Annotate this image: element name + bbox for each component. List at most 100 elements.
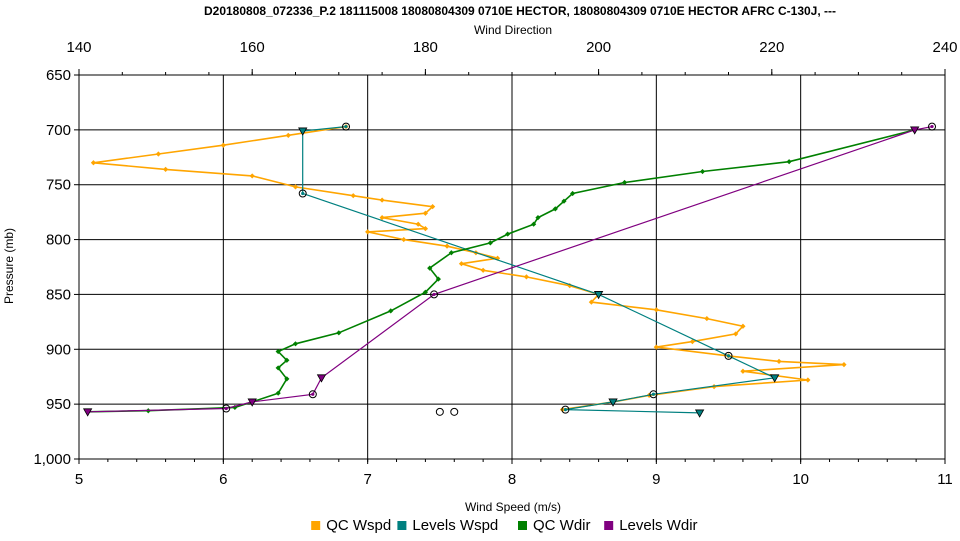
data-point-circle <box>649 390 658 399</box>
data-point <box>561 198 567 204</box>
legend-label: Levels Wdir <box>619 517 697 534</box>
bottom-axis-title: Wind Speed (m/s) <box>465 500 561 514</box>
data-point <box>422 210 428 216</box>
data-point <box>220 142 226 148</box>
data-point <box>653 307 659 313</box>
data-point-dot <box>344 124 348 129</box>
legend-swatch <box>604 521 614 530</box>
data-point-circle <box>222 404 231 413</box>
data-point-triangle <box>769 374 780 383</box>
data-point-dot <box>651 392 656 396</box>
y-tick-label: 700 <box>46 122 71 139</box>
x-tick-label: 9 <box>652 471 660 488</box>
series-levels-wdir <box>82 122 937 417</box>
data-point <box>379 215 385 221</box>
data-point <box>275 390 281 396</box>
y-tick-label: 900 <box>46 341 71 358</box>
y-tick-label: 950 <box>46 396 71 413</box>
data-point <box>494 255 501 261</box>
x2-tick-label: 220 <box>759 39 784 56</box>
data-point-circle <box>928 122 937 131</box>
data-point <box>379 197 385 203</box>
data-point <box>786 159 792 165</box>
data-point <box>570 190 576 197</box>
data-point <box>435 276 441 282</box>
data-point <box>427 265 433 271</box>
data-point-triangle <box>82 408 93 417</box>
legend: QC Wspd Levels Wspd QC Wdir Levels Wdir <box>311 517 698 534</box>
data-point-triangle <box>910 126 920 135</box>
y-tick-label: 650 <box>46 67 71 84</box>
y-tick-label: 750 <box>46 177 71 194</box>
legend-swatch <box>397 521 407 530</box>
data-point <box>458 261 465 267</box>
extra-marker <box>435 407 444 416</box>
legend-label: QC Wdir <box>533 517 591 534</box>
series-line <box>302 126 777 414</box>
left-axis-title: Pressure (mb) <box>2 228 16 304</box>
data-point-circle <box>561 405 570 414</box>
x2-tick-label: 200 <box>586 39 611 56</box>
data-point-triangle <box>694 409 705 418</box>
grid <box>74 69 946 464</box>
data-point-circle <box>430 290 439 299</box>
data-point-dot <box>432 292 436 297</box>
y-tick-label: 800 <box>46 232 71 249</box>
data-point <box>480 267 486 273</box>
data-point <box>401 236 407 243</box>
data-point <box>422 226 428 232</box>
data-point <box>336 330 342 336</box>
data-point <box>535 215 541 221</box>
data-point <box>740 368 746 374</box>
data-point <box>805 377 811 383</box>
series-levels-wspd <box>298 122 780 418</box>
data-point-triangle <box>593 291 604 300</box>
data-point <box>284 357 290 363</box>
y-tick-label: 850 <box>46 286 71 303</box>
data-point <box>699 168 706 175</box>
data-point <box>415 221 421 227</box>
data-point <box>292 184 299 190</box>
data-point <box>163 166 169 172</box>
x2-tick-label: 160 <box>240 39 265 56</box>
data-point-dot <box>563 408 568 412</box>
data-point-dot <box>224 406 228 411</box>
data-point <box>841 362 847 368</box>
x-tick-label: 5 <box>75 471 83 488</box>
data-point-circle <box>308 390 317 399</box>
data-point <box>350 193 356 199</box>
x2-tick-label: 180 <box>413 39 438 56</box>
extra-marker <box>450 407 459 416</box>
data-point-triangle <box>316 374 327 383</box>
x2-tick-label: 140 <box>66 39 91 56</box>
series-line <box>87 126 933 413</box>
series-qc-wdir <box>85 127 918 415</box>
data-point <box>275 365 281 371</box>
data-point <box>552 206 558 212</box>
data-point <box>704 315 710 322</box>
x-tick-label: 7 <box>363 471 371 488</box>
legend-swatch <box>311 521 321 530</box>
data-point <box>487 240 493 246</box>
x-tick-label: 11 <box>937 471 953 488</box>
legend-item: QC Wdir <box>518 517 591 534</box>
data-point <box>621 179 628 186</box>
legend-label: Levels Wspd <box>412 517 498 534</box>
data-point <box>740 323 746 329</box>
data-point <box>531 221 537 227</box>
x-tick-label: 8 <box>508 471 516 488</box>
data-point <box>653 344 659 350</box>
legend-item: Levels Wspd <box>397 517 498 534</box>
legend-swatch <box>518 521 527 530</box>
data-point-circle <box>342 122 351 131</box>
data-point-circle <box>298 189 307 198</box>
data-point <box>689 339 696 345</box>
data-point <box>422 289 428 295</box>
top-axis-title: Wind Direction <box>474 23 552 37</box>
data-point <box>90 160 97 166</box>
data-point <box>155 151 161 157</box>
data-point <box>249 173 255 179</box>
